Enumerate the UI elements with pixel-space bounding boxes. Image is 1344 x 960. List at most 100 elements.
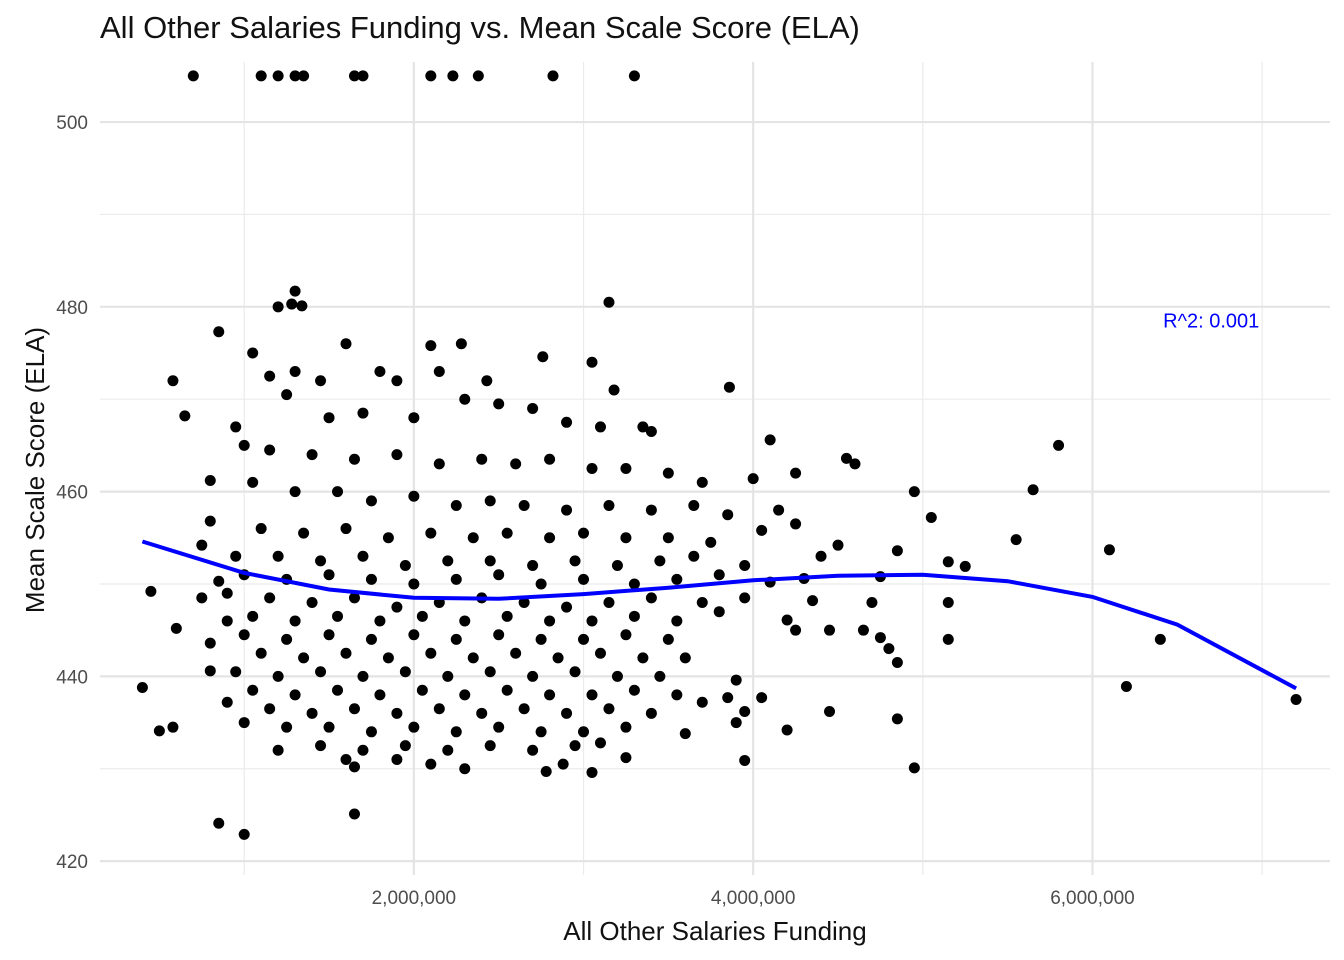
grid-lines xyxy=(100,62,1330,875)
data-point xyxy=(459,689,471,701)
data-point xyxy=(281,721,293,733)
data-point xyxy=(289,689,301,701)
data-point xyxy=(645,504,657,516)
data-point xyxy=(433,458,445,470)
data-point xyxy=(790,518,802,530)
data-point xyxy=(247,476,259,488)
data-point xyxy=(221,587,233,599)
data-point xyxy=(315,555,327,567)
data-point xyxy=(348,592,360,604)
data-point xyxy=(540,766,552,778)
data-point xyxy=(662,633,674,645)
data-point xyxy=(569,666,581,678)
data-point xyxy=(382,652,394,664)
data-point xyxy=(315,740,327,752)
data-point xyxy=(925,511,937,523)
data-point xyxy=(713,606,725,618)
data-point xyxy=(527,744,539,756)
data-point xyxy=(807,595,819,607)
data-point xyxy=(620,752,632,764)
data-point xyxy=(535,578,547,590)
data-point xyxy=(874,632,886,644)
data-point xyxy=(298,70,310,82)
data-point xyxy=(586,356,598,368)
data-point xyxy=(739,754,751,766)
data-point xyxy=(959,560,971,572)
data-point xyxy=(696,476,708,488)
y-tick-labels: 420 440 460 480 500 xyxy=(56,113,88,873)
data-point xyxy=(306,707,318,719)
data-point xyxy=(289,285,301,297)
data-point xyxy=(628,684,640,696)
data-point xyxy=(586,463,598,474)
data-point xyxy=(481,375,493,387)
data-point xyxy=(348,808,360,820)
data-point xyxy=(510,647,522,659)
data-point xyxy=(620,721,632,733)
data-point xyxy=(408,578,420,590)
data-point xyxy=(561,504,573,516)
y-tick-label: 440 xyxy=(56,667,88,688)
data-point xyxy=(544,453,556,465)
data-point xyxy=(569,555,581,567)
data-point xyxy=(840,452,852,464)
data-point xyxy=(747,473,759,485)
data-point xyxy=(289,486,301,498)
data-point xyxy=(942,596,954,608)
data-point xyxy=(167,375,179,387)
x-tick-label: 2,000,000 xyxy=(372,888,457,909)
data-point xyxy=(374,689,386,701)
data-point xyxy=(340,338,352,350)
data-point xyxy=(544,532,556,544)
data-point xyxy=(547,70,559,82)
data-point xyxy=(221,696,233,708)
data-point xyxy=(824,624,836,636)
data-point xyxy=(722,509,734,521)
r-squared-annotation: R^2: 0.001 xyxy=(1163,311,1259,333)
data-point xyxy=(824,705,836,717)
data-point xyxy=(450,633,462,645)
data-point xyxy=(399,666,411,678)
data-point xyxy=(764,434,776,446)
data-point xyxy=(527,402,539,414)
data-point xyxy=(167,721,179,733)
data-point xyxy=(264,703,276,715)
data-point xyxy=(204,637,216,649)
data-point xyxy=(815,550,827,562)
data-point xyxy=(603,703,615,715)
data-point xyxy=(1290,693,1302,705)
data-point xyxy=(730,674,742,686)
data-point xyxy=(730,717,742,729)
data-point xyxy=(298,652,310,664)
data-point xyxy=(399,560,411,572)
data-point xyxy=(416,610,428,622)
data-point xyxy=(272,744,284,756)
data-point xyxy=(723,381,735,393)
data-point xyxy=(204,665,216,677)
data-point xyxy=(476,453,488,465)
data-point xyxy=(433,703,445,715)
data-point xyxy=(187,70,199,82)
data-point xyxy=(391,449,403,461)
data-point xyxy=(578,726,590,738)
data-point xyxy=(493,629,505,641)
data-point xyxy=(425,647,437,659)
data-point xyxy=(1010,534,1022,546)
data-point xyxy=(773,504,785,516)
data-point xyxy=(866,596,878,608)
data-point xyxy=(628,578,640,590)
data-point xyxy=(374,615,386,627)
data-point xyxy=(442,744,454,756)
data-point xyxy=(561,601,573,613)
data-point xyxy=(671,615,683,627)
data-point xyxy=(255,70,267,82)
data-point xyxy=(544,689,556,701)
data-point xyxy=(594,737,606,749)
data-point xyxy=(416,684,428,696)
data-point xyxy=(578,633,590,645)
chart-title: All Other Salaries Funding vs. Mean Scal… xyxy=(100,10,860,45)
data-point xyxy=(442,670,454,682)
data-point xyxy=(408,412,420,424)
data-point xyxy=(289,615,301,627)
data-point xyxy=(739,705,751,717)
